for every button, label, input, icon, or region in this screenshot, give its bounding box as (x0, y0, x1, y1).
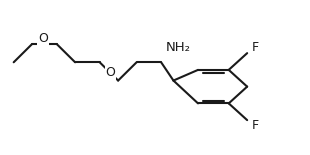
Text: F: F (251, 41, 259, 54)
Text: NH₂: NH₂ (166, 41, 191, 54)
Text: F: F (251, 119, 259, 132)
Text: O: O (105, 66, 115, 79)
Text: O: O (38, 32, 48, 45)
